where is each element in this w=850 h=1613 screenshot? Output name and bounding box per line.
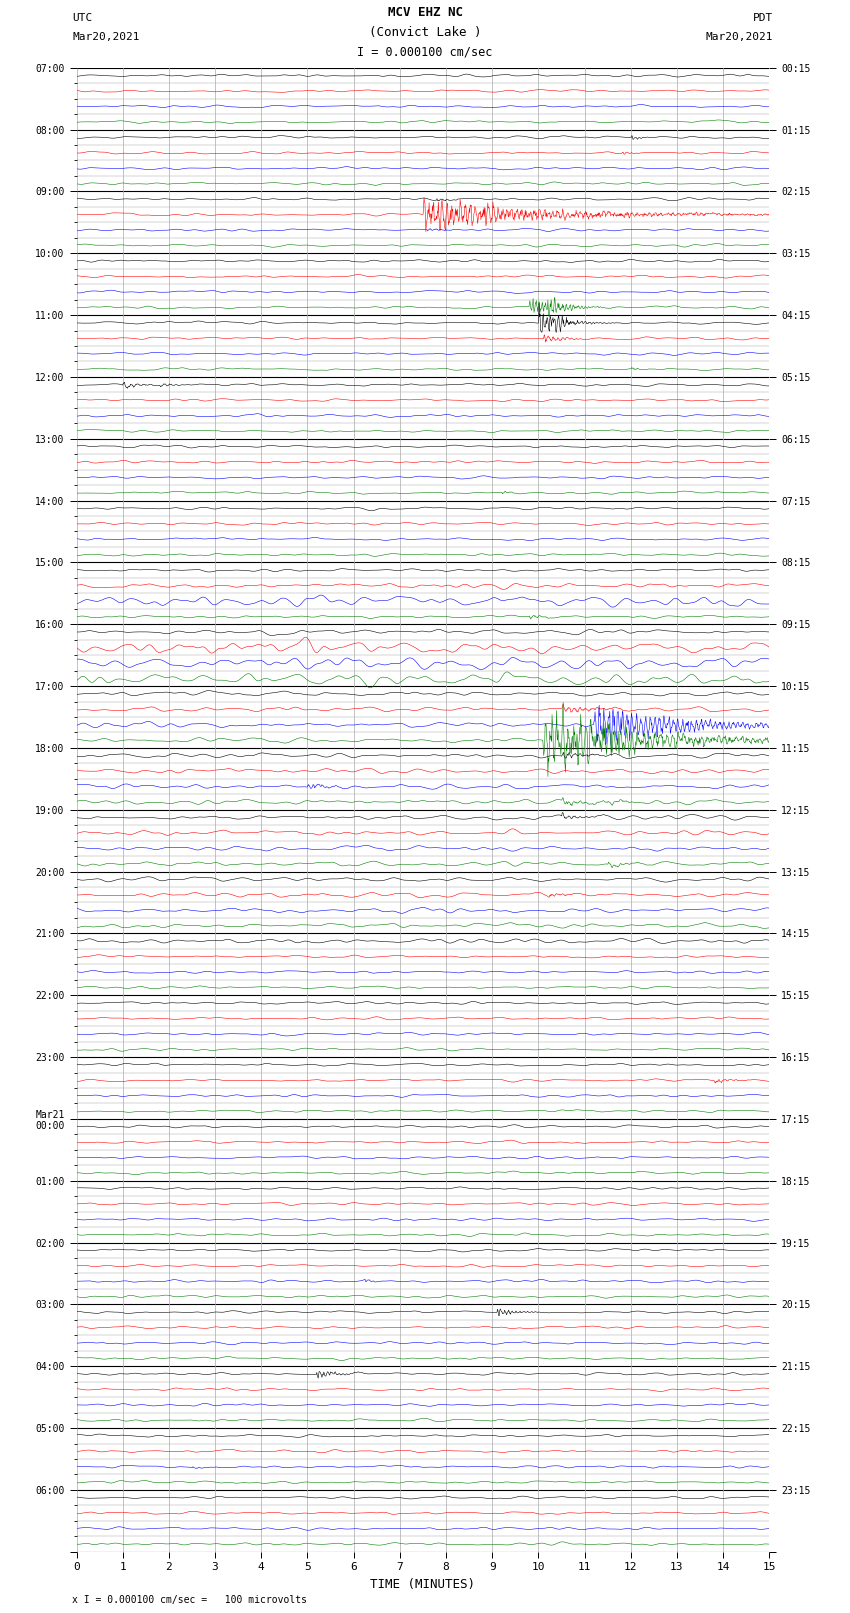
Text: Mar20,2021: Mar20,2021	[706, 32, 774, 42]
Text: I = 0.000100 cm/sec: I = 0.000100 cm/sec	[357, 45, 493, 58]
Text: x I = 0.000100 cm/sec =   100 microvolts: x I = 0.000100 cm/sec = 100 microvolts	[72, 1595, 307, 1605]
Text: (Convict Lake ): (Convict Lake )	[369, 26, 481, 39]
X-axis label: TIME (MINUTES): TIME (MINUTES)	[371, 1578, 475, 1590]
Text: Mar20,2021: Mar20,2021	[72, 32, 139, 42]
Text: PDT: PDT	[753, 13, 774, 23]
Text: UTC: UTC	[72, 13, 93, 23]
Text: MCV EHZ NC: MCV EHZ NC	[388, 6, 462, 19]
